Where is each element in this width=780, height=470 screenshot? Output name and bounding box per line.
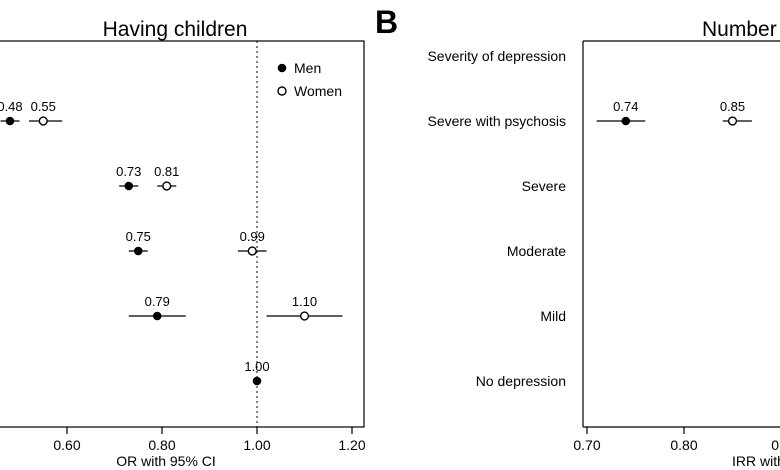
x-tick-label: 0.70 [573, 437, 600, 453]
data-label-women-moderate: 0.99 [240, 229, 265, 244]
row-label-severity-of-depression: Severity of depression [427, 48, 566, 64]
point-men-moderate [133, 246, 143, 256]
panel-a-legend: Men Women [277, 60, 342, 99]
x-tick-label: 0.80 [670, 437, 697, 453]
point-men-no-depression [252, 376, 262, 386]
x-tick-label: 0.80 [148, 437, 175, 453]
panel-a-marks: 0.48 0.73 0.75 0.79 1.00 0.55 0.81 0.99 1.10 [0, 41, 343, 427]
row-label-moderate: Moderate [507, 243, 566, 259]
row-label-no-depression: No depression [476, 373, 566, 389]
panel-b-row-labels: Severity of depression Severe with psycho… [427, 48, 566, 389]
panel-b-letter: B [375, 4, 398, 40]
panel-having-children: Having children 0.60 0.80 1.00 1.20 0.48 0.7… [0, 18, 366, 469]
row-label-severe: Severe [522, 178, 567, 194]
x-tick-label: 0.9 [771, 437, 780, 453]
data-label-women-severe-with-psychosis: 0.55 [31, 99, 56, 114]
panel-b-x-axis-label: IRR with [732, 453, 780, 469]
data-label-men-mild: 0.79 [145, 294, 170, 309]
point-men-mild [152, 311, 162, 321]
point-women-severe-with-psychosis [38, 116, 48, 126]
data-label-women-severe: 0.81 [154, 164, 179, 179]
point-women-mild [299, 311, 310, 321]
data-label-men-severe: 0.73 [116, 164, 141, 179]
point-men-severe-with-psychosis [621, 116, 631, 126]
data-label-women-severe-with-psychosis: 0.85 [720, 99, 745, 114]
panel-a-title: Having children [103, 18, 248, 41]
panel-a-x-axis-label: OR with 95% CI [116, 453, 216, 469]
panel-b-marks: 0.74 0.85 [596, 99, 752, 126]
data-label-men-no-depression: 1.00 [244, 359, 269, 374]
point-men-severe-with-psychosis [5, 116, 15, 126]
point-men-severe [124, 181, 134, 191]
data-label-men-severe-with-psychosis: 0.48 [0, 99, 23, 114]
legend-women-label: Women [294, 83, 342, 99]
point-women-severe [162, 181, 172, 191]
x-tick-label: 1.00 [243, 437, 270, 453]
data-label-women-mild: 1.10 [292, 294, 317, 309]
panel-b-title: Number [702, 18, 777, 41]
point-women-severe-with-psychosis [727, 116, 738, 126]
panel-a-x-axis: 0.60 0.80 1.00 1.20 [53, 427, 366, 453]
point-women-moderate [247, 246, 257, 256]
panel-number: B Number Severity of depression Severe wi… [375, 4, 780, 469]
panel-b-x-axis: 0.70 0.80 0.9 [573, 427, 780, 453]
data-label-men-moderate: 0.75 [126, 229, 151, 244]
data-label-men-severe-with-psychosis: 0.74 [613, 99, 638, 114]
row-label-severe-with-psychosis: Severe with psychosis [427, 113, 566, 129]
legend-women-marker [277, 86, 287, 96]
legend-men-marker [277, 63, 287, 73]
x-tick-label: 1.20 [338, 437, 365, 453]
row-label-mild: Mild [540, 308, 566, 324]
panel-a-frame [0, 40, 365, 428]
legend-men-label: Men [294, 60, 321, 76]
x-tick-label: 0.60 [53, 437, 80, 453]
